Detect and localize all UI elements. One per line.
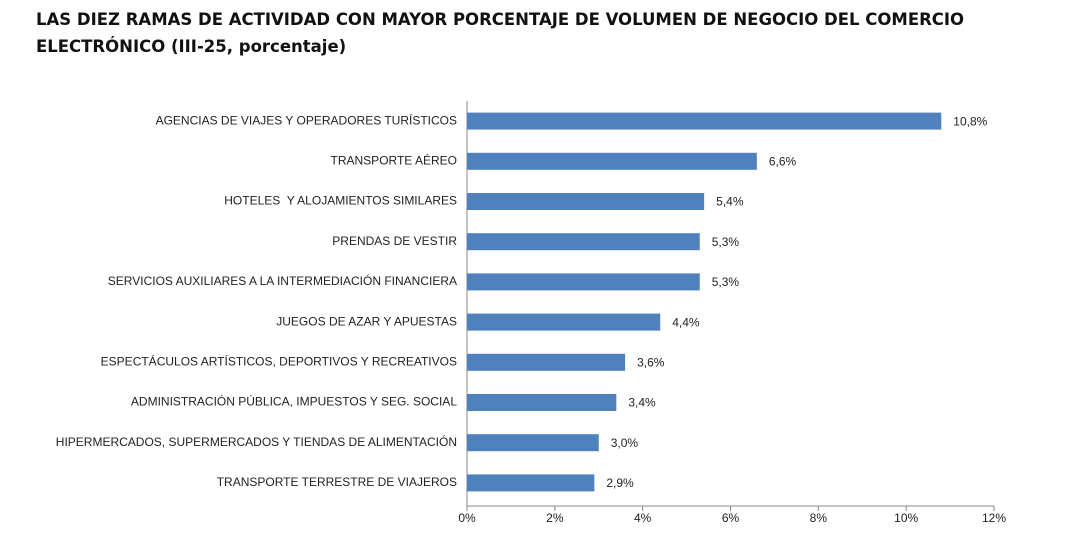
x-tick-label: 2% bbox=[546, 511, 564, 525]
x-tick-label: 6% bbox=[722, 511, 740, 525]
y-tick-label: TRANSPORTE TERRESTRE DE VIAJEROS bbox=[217, 475, 457, 489]
bar bbox=[467, 273, 700, 291]
data-label: 3,6% bbox=[637, 355, 665, 369]
bar bbox=[467, 474, 595, 492]
y-tick-label: SERVICIOS AUXILIARES A LA INTERMEDIACIÓN… bbox=[108, 273, 457, 288]
bar bbox=[467, 112, 942, 130]
y-tick-label: ESPECTÁCULOS ARTÍSTICOS, DEPORTIVOS Y RE… bbox=[101, 353, 457, 368]
bar bbox=[467, 152, 757, 170]
data-label: 5,3% bbox=[712, 235, 740, 249]
y-tick-label: PRENDAS DE VESTIR bbox=[332, 234, 457, 248]
data-label: 3,0% bbox=[611, 436, 639, 450]
bar bbox=[467, 394, 617, 411]
y-tick-label: ADMINISTRACIÓN PÚBLICA, IMPUESTOS Y SEG.… bbox=[131, 394, 457, 409]
y-tick-label: JUEGOS DE AZAR Y APUESTAS bbox=[276, 314, 457, 328]
data-label: 5,3% bbox=[712, 275, 740, 289]
x-tick-label: 10% bbox=[894, 511, 918, 525]
bar bbox=[467, 434, 599, 452]
x-tick-label: 4% bbox=[634, 511, 652, 525]
x-tick-label: 0% bbox=[458, 511, 476, 525]
x-tick-label: 12% bbox=[982, 511, 1006, 525]
data-label: 3,4% bbox=[628, 396, 656, 410]
y-tick-label: HOTELES Y ALOJAMIENTOS SIMILARES bbox=[224, 194, 457, 208]
bar bbox=[467, 193, 705, 210]
y-tick-label: HIPERMERCADOS, SUPERMERCADOS Y TIENDAS D… bbox=[56, 434, 457, 449]
data-label: 10,8% bbox=[953, 114, 987, 128]
x-tick-label: 8% bbox=[810, 511, 828, 525]
bar bbox=[467, 353, 626, 371]
data-label: 5,4% bbox=[716, 195, 744, 209]
bar bbox=[467, 313, 661, 331]
y-tick-label: AGENCIAS DE VIAJES Y OPERADORES TURÍSTIC… bbox=[156, 112, 457, 127]
data-label: 4,4% bbox=[672, 315, 700, 329]
data-label: 6,6% bbox=[769, 154, 797, 168]
data-label: 2,9% bbox=[606, 476, 634, 490]
y-tick-label: TRANSPORTE AÉREO bbox=[331, 152, 457, 167]
bar bbox=[467, 233, 700, 251]
chart-title: LAS DIEZ RAMAS DE ACTIVIDAD CON MAYOR PO… bbox=[36, 10, 965, 56]
